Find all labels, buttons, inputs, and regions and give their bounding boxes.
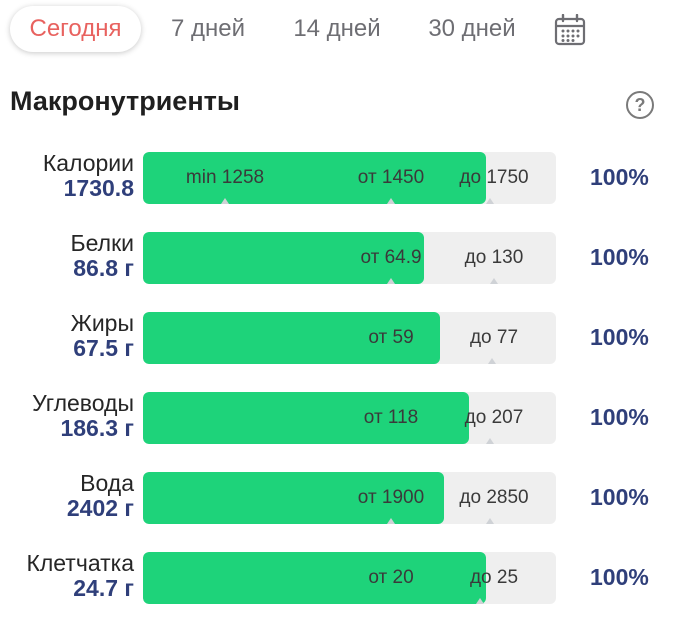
tab-30-days[interactable]: 30 дней: [428, 15, 516, 42]
range-tick: [387, 518, 395, 524]
nutrient-label: Белки: [70, 230, 134, 256]
range-tick: [486, 198, 494, 204]
range-mark: до 1750: [459, 167, 529, 188]
nutrient-label: Калории: [42, 150, 134, 176]
range-mark: до 77: [469, 327, 519, 348]
range-mark: до 130: [464, 247, 524, 268]
nutrient-value: 24.7 г: [73, 575, 134, 601]
nutrient-row-calories: Калории 1730.8 min 1258 от 1450 до 1750 …: [0, 150, 680, 204]
progress-bar: от 20 до 25: [143, 552, 556, 604]
range-mark: от 64.9: [360, 247, 422, 268]
range-tick: [387, 278, 395, 284]
percent-value: 100%: [590, 244, 649, 270]
section-title: Макронутриенты: [10, 86, 240, 116]
percent-value: 100%: [590, 324, 649, 350]
range-mark: от 20: [368, 567, 414, 588]
nutrient-label: Клетчатка: [26, 550, 134, 576]
nutrient-value: 186.3 г: [60, 415, 134, 441]
nutrient-value: 1730.8: [63, 175, 134, 201]
range-mark: от 1450: [357, 167, 425, 188]
progress-bar: от 1900 до 2850: [143, 472, 556, 524]
progress-bar: от 118 до 207: [143, 392, 556, 444]
nutrient-label: Вода: [80, 470, 134, 496]
question-circle-icon[interactable]: ?: [626, 91, 654, 119]
progress-bar: от 64.9 до 130: [143, 232, 556, 284]
range-tick: [221, 198, 229, 204]
percent-value: 100%: [590, 164, 649, 190]
range-mark: до 2850: [459, 487, 529, 508]
percent-value: 100%: [590, 564, 649, 590]
progress-fill: [143, 152, 486, 204]
progress-fill: [143, 472, 445, 524]
range-tick: [488, 358, 496, 364]
range-mark: до 207: [464, 407, 524, 428]
progress-fill: [143, 392, 470, 444]
tab-today[interactable]: Сегодня: [10, 6, 141, 52]
nutrient-value: 86.8 г: [73, 255, 134, 281]
percent-value: 100%: [590, 484, 649, 510]
nutrient-row-water: Вода 2402 г от 1900 до 2850 100%: [0, 470, 680, 524]
nutrient-value: 67.5 г: [73, 335, 134, 361]
range-mark: от 1900: [357, 487, 425, 508]
progress-fill: [143, 552, 486, 604]
tab-7-days[interactable]: 7 дней: [170, 15, 246, 42]
calendar-icon[interactable]: [554, 14, 586, 46]
progress-fill: [143, 312, 441, 364]
progress-bar: min 1258 от 1450 до 1750: [143, 152, 556, 204]
progress-fill: [143, 232, 424, 284]
percent-value: 100%: [590, 404, 649, 430]
range-mark: от 118: [363, 407, 419, 428]
nutrient-row-fiber: Клетчатка 24.7 г от 20 до 25 100%: [0, 550, 680, 604]
range-mark: от 59: [368, 327, 414, 348]
range-tick: [490, 278, 498, 284]
nutrient-value: 2402 г: [66, 495, 134, 521]
progress-bar: от 59 до 77: [143, 312, 556, 364]
nutrient-label: Жиры: [70, 310, 134, 336]
period-tabs: Сегодня 7 дней 14 дней 30 дней: [8, 6, 672, 52]
nutrient-row-carbs: Углеводы 186.3 г от 118 до 207 100%: [0, 390, 680, 444]
nutrient-row-protein: Белки 86.8 г от 64.9 до 130 100%: [0, 230, 680, 284]
range-tick: [486, 518, 494, 524]
tab-14-days[interactable]: 14 дней: [293, 15, 381, 42]
range-tick: [476, 598, 484, 604]
range-mark: до 25: [469, 567, 519, 588]
range-mark: min 1258: [185, 167, 265, 188]
nutrient-row-fat: Жиры 67.5 г от 59 до 77 100%: [0, 310, 680, 364]
nutrient-label: Углеводы: [32, 390, 134, 416]
range-tick: [387, 198, 395, 204]
range-tick: [486, 438, 494, 444]
